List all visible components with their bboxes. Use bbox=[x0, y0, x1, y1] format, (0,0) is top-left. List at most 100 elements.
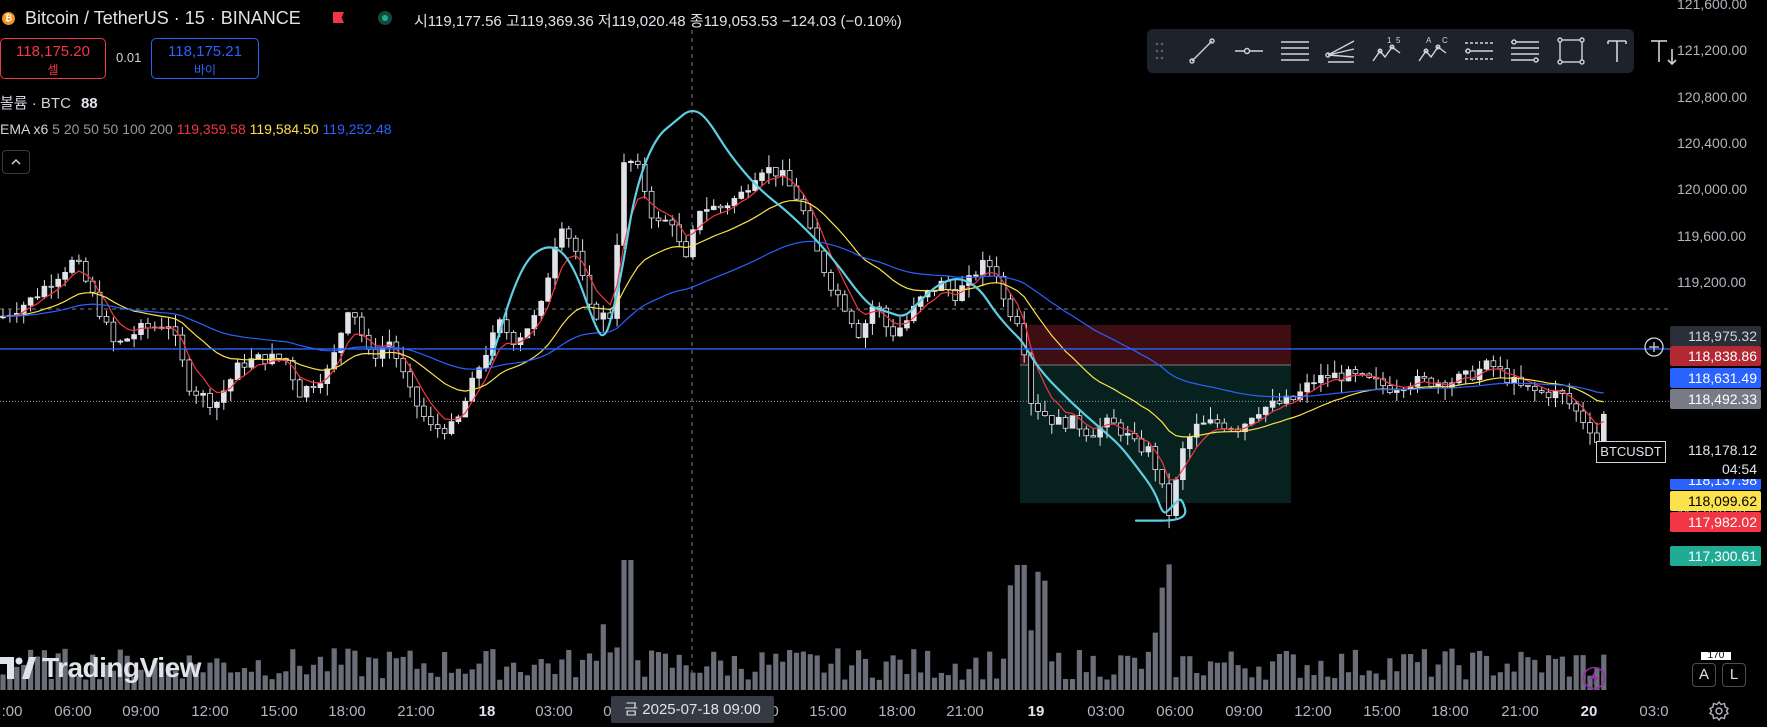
candle-body bbox=[276, 353, 282, 359]
rectangle-icon[interactable] bbox=[1554, 35, 1588, 67]
volume-bar bbox=[773, 653, 779, 690]
ema-legend[interactable]: EMA x6 5 20 50 50 100 200 119,359.58 119… bbox=[0, 121, 392, 137]
lightning-icon[interactable] bbox=[1582, 666, 1606, 690]
volume-bar bbox=[980, 679, 986, 690]
candle-body bbox=[1325, 375, 1331, 379]
spread-value: 0.01 bbox=[116, 50, 142, 65]
volume-bar bbox=[1242, 668, 1248, 690]
horizontal-ray-icon[interactable] bbox=[1232, 35, 1266, 67]
volume-bar bbox=[642, 676, 648, 690]
svg-text:5: 5 bbox=[1396, 36, 1401, 45]
volume-bar bbox=[938, 672, 944, 690]
candle-body bbox=[1173, 479, 1179, 516]
candle-body bbox=[1532, 385, 1538, 391]
volume-bar bbox=[448, 672, 455, 690]
volume-bar bbox=[1221, 662, 1227, 690]
price-axis-tick: 120,400.00 bbox=[1677, 134, 1748, 151]
pitchfork-icon[interactable] bbox=[1324, 35, 1358, 67]
candle-body bbox=[1421, 375, 1428, 379]
volume-bar bbox=[676, 654, 682, 690]
market-status-icon[interactable] bbox=[378, 11, 392, 25]
price-axis-tick: 121,200.00 bbox=[1677, 42, 1748, 59]
volume-bar bbox=[1449, 648, 1455, 690]
trend-line-icon[interactable] bbox=[1185, 35, 1219, 67]
candle-body bbox=[483, 354, 489, 369]
volume-bar bbox=[649, 650, 655, 690]
volume-bar bbox=[283, 671, 289, 690]
volume-bar bbox=[1235, 665, 1241, 690]
volume-bar bbox=[138, 669, 144, 690]
svg-text:C: C bbox=[1442, 36, 1448, 45]
volume-bar bbox=[310, 664, 317, 690]
candle-body bbox=[62, 271, 68, 280]
fib-retracement-icon[interactable] bbox=[1508, 35, 1542, 67]
volume-bar bbox=[1518, 651, 1524, 690]
volume-bar bbox=[331, 648, 337, 690]
volume-bar bbox=[545, 663, 551, 690]
candle-body bbox=[1352, 369, 1359, 375]
volume-bar bbox=[248, 671, 254, 690]
volume-bar bbox=[559, 659, 565, 690]
volume-bar bbox=[455, 668, 461, 690]
volume-bar bbox=[366, 657, 372, 690]
log-scale-button[interactable]: L bbox=[1722, 663, 1746, 687]
ema-line-20 bbox=[2, 199, 1604, 438]
volume-legend[interactable]: 볼륨 · BTC 88 bbox=[0, 92, 98, 113]
volume-bar bbox=[48, 678, 54, 690]
add-alert-icon[interactable] bbox=[1643, 336, 1665, 358]
candle-body bbox=[724, 205, 731, 209]
candle-body bbox=[821, 250, 827, 273]
text-icon[interactable] bbox=[1600, 35, 1634, 67]
volume-bar bbox=[945, 675, 951, 690]
candle-body bbox=[434, 424, 441, 429]
parallel-channel-icon[interactable] bbox=[1278, 35, 1312, 67]
volume-bar bbox=[1359, 675, 1365, 690]
anchored-text-icon[interactable] bbox=[1646, 35, 1680, 67]
candle-body bbox=[600, 312, 607, 320]
time-axis-tick: 15:00 bbox=[809, 703, 847, 720]
sell-button[interactable]: 118,175.20 셀 bbox=[0, 38, 106, 79]
price-label: 118,631.49 bbox=[1670, 368, 1761, 388]
volume-bar bbox=[1539, 672, 1545, 690]
buy-button[interactable]: 118,175.21 바이 bbox=[151, 38, 259, 79]
gear-icon[interactable] bbox=[1708, 700, 1730, 722]
volume-bar bbox=[1270, 661, 1276, 690]
volume-bar bbox=[1214, 662, 1220, 690]
candle-body bbox=[1318, 375, 1324, 384]
volume-bar bbox=[1007, 585, 1013, 690]
volume-bar bbox=[1090, 655, 1096, 690]
flag-icon[interactable] bbox=[333, 12, 344, 23]
candle-body bbox=[103, 316, 110, 323]
volume-bar bbox=[193, 664, 199, 690]
position-tool-icon[interactable] bbox=[1462, 35, 1496, 67]
volume-bar bbox=[103, 664, 110, 690]
ohlc-values: 시119,177.56 고119,369.36 저119,020.48 종119… bbox=[414, 13, 902, 30]
volume-bar bbox=[83, 679, 89, 690]
volume-bar bbox=[338, 664, 344, 690]
auto-scale-button[interactable]: A bbox=[1692, 663, 1716, 687]
candle-body bbox=[1545, 391, 1552, 399]
candle-body bbox=[1180, 448, 1186, 481]
drag-handle-icon[interactable] bbox=[1155, 41, 1165, 61]
candle-body bbox=[828, 272, 834, 291]
price-label: 118,099.62 bbox=[1670, 491, 1761, 511]
collapse-legend-button[interactable] bbox=[2, 150, 30, 174]
symbol-title[interactable]: Bitcoin / TetherUS · 15 · BINANCE bbox=[25, 8, 301, 28]
tradingview-logo[interactable]: TradingView bbox=[0, 652, 201, 683]
volume-bar bbox=[1428, 676, 1434, 690]
volume-bar bbox=[828, 663, 834, 690]
candle-body bbox=[1221, 422, 1228, 430]
ema-legend-params: 5 20 50 50 100 200 bbox=[52, 121, 173, 137]
volume-bar bbox=[1056, 652, 1062, 690]
volume-bar bbox=[1194, 673, 1200, 690]
candle-body bbox=[338, 332, 344, 353]
volume-bar bbox=[635, 660, 641, 690]
volume-bar bbox=[497, 679, 503, 690]
candle-body bbox=[255, 354, 262, 360]
volume-bar bbox=[1138, 668, 1145, 690]
cyan-drawing-curve[interactable] bbox=[488, 109, 1187, 522]
